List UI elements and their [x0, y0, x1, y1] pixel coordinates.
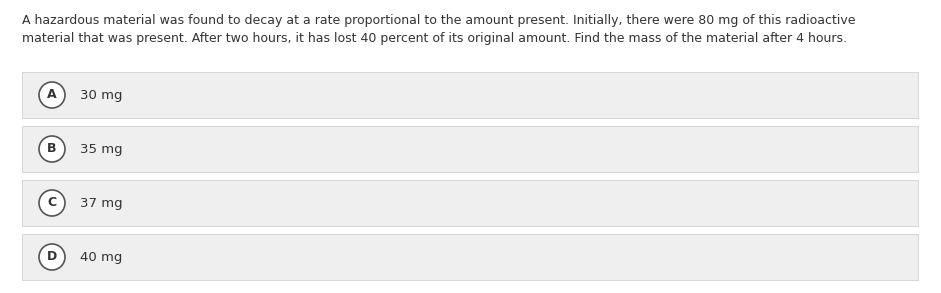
FancyBboxPatch shape — [22, 180, 918, 226]
Text: 37 mg: 37 mg — [80, 197, 122, 209]
FancyBboxPatch shape — [22, 126, 918, 172]
Ellipse shape — [39, 190, 65, 216]
Text: 35 mg: 35 mg — [80, 142, 122, 156]
FancyBboxPatch shape — [22, 72, 918, 118]
Text: A hazardous material was found to decay at a rate proportional to the amount pre: A hazardous material was found to decay … — [22, 14, 855, 27]
FancyBboxPatch shape — [22, 234, 918, 280]
Ellipse shape — [39, 244, 65, 270]
Text: D: D — [47, 251, 57, 263]
Text: 40 mg: 40 mg — [80, 251, 122, 263]
Ellipse shape — [39, 82, 65, 108]
Text: B: B — [47, 142, 56, 156]
Text: material that was present. After two hours, it has lost 40 percent of its origin: material that was present. After two hou… — [22, 32, 847, 45]
Ellipse shape — [39, 136, 65, 162]
Text: A: A — [47, 88, 56, 101]
Text: C: C — [47, 197, 56, 209]
Text: 30 mg: 30 mg — [80, 88, 122, 101]
